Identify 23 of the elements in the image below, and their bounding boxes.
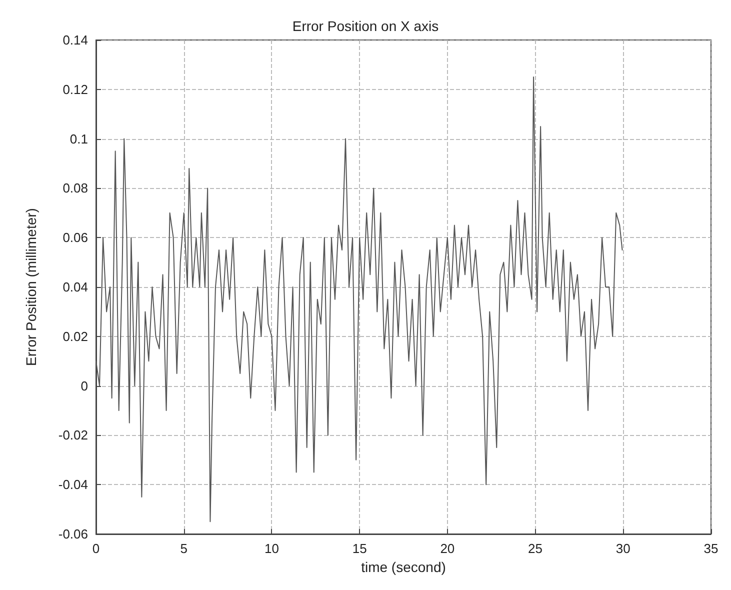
- y-tick-label: -0.02: [58, 428, 88, 443]
- y-tick-label: 0.14: [62, 32, 88, 48]
- y-tick-label: 0.02: [62, 328, 88, 344]
- y-tick-label: 0.1: [70, 131, 88, 146]
- line-series: [96, 76, 623, 522]
- x-tick-label: 10: [264, 541, 279, 556]
- y-tick-label: 0: [80, 378, 88, 394]
- y-axis-title: Error Position (millimeter): [23, 208, 39, 366]
- x-tick-label: 30: [616, 541, 630, 556]
- y-tick-label: 0.06: [62, 230, 88, 246]
- x-tick-label: 25: [528, 541, 543, 556]
- y-tick-label: -0.06: [58, 526, 88, 542]
- y-tick-label: 0.04: [62, 280, 88, 294]
- x-tick-label: 35: [704, 541, 718, 556]
- y-tick-label: -0.04: [58, 477, 88, 492]
- x-tick-label: 15: [352, 541, 367, 556]
- y-tick-label: 0.12: [62, 82, 88, 97]
- x-tick-label: 0: [92, 541, 100, 556]
- x-tick-label: 5: [180, 541, 188, 556]
- chart-title: Error Position on X axis: [292, 18, 439, 34]
- y-tick-label: 0.08: [62, 180, 88, 196]
- x-axis-title: time (second): [361, 559, 446, 575]
- x-tick-label: 20: [440, 541, 455, 556]
